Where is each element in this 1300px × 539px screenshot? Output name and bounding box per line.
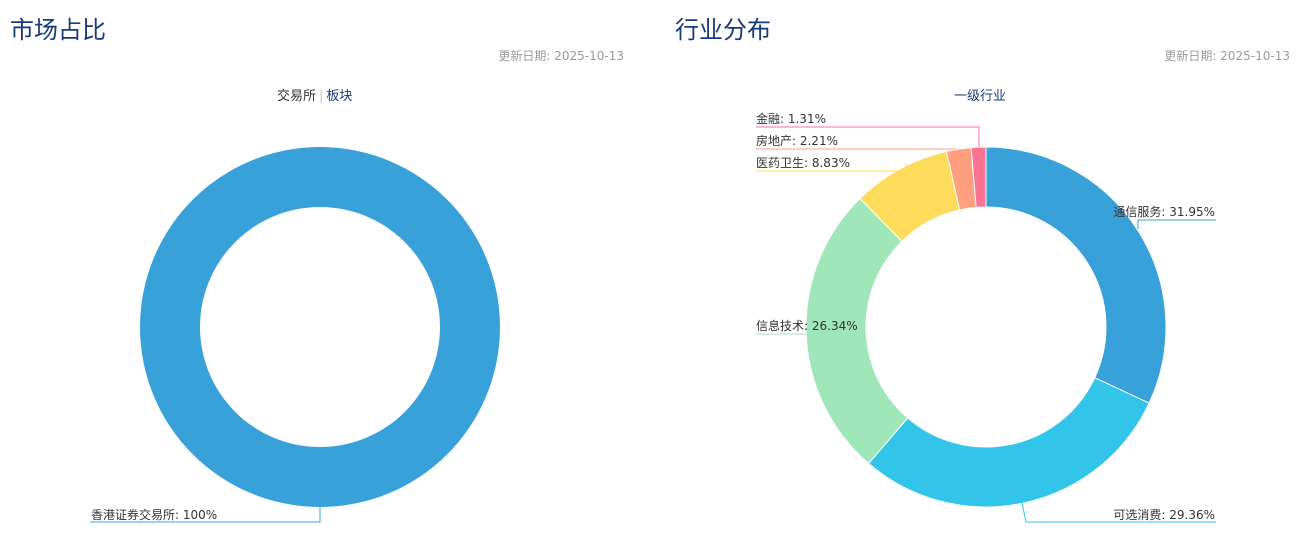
tab-level1-industry[interactable]: 一级行业	[954, 89, 1007, 104]
slice-label: 金融: 1.31%	[756, 111, 826, 126]
label-leader-line	[90, 507, 321, 523]
industry-title: 行业分布	[675, 16, 771, 44]
donut-slice-6[interactable]	[970, 146, 987, 208]
industry-tabs: 一级行业	[954, 85, 1006, 104]
market-update-date: 更新日期: 2025-10-13	[498, 49, 624, 63]
slice-label: 医药卫生: 8.83%	[756, 156, 850, 170]
donut-slice-1[interactable]	[985, 146, 1167, 404]
slice-label: 通信服务: 31.95%	[1113, 204, 1215, 219]
donut-slice-1[interactable]	[140, 147, 500, 507]
label-leader-line	[1021, 502, 1216, 523]
market-tabs: 交易所 | 板块	[277, 85, 352, 104]
label-leader-line	[1137, 219, 1216, 229]
tab-exchange[interactable]: 交易所	[277, 89, 317, 104]
industry-update-date: 更新日期: 2025-10-13	[1164, 49, 1290, 63]
slice-label: 香港证券交易所: 100%	[91, 507, 217, 522]
market-share-panel: 市场占比 更新日期: 2025-10-13 交易所 | 板块	[10, 16, 624, 104]
label-leader-line	[756, 126, 980, 147]
slice-label: 可选消费: 29.36%	[1113, 508, 1215, 522]
tab-separator: |	[319, 89, 324, 104]
market-share-title: 市场占比	[10, 16, 106, 44]
market-share-donut: 香港证券交易所: 100%	[90, 147, 500, 523]
donut-slice-3[interactable]	[805, 197, 909, 465]
slice-label: 房地产: 2.21%	[756, 133, 838, 148]
industry-distribution-panel: 行业分布 更新日期: 2025-10-13 一级行业	[665, 0, 1300, 539]
donut-slice-2[interactable]	[867, 377, 1150, 508]
tab-sector[interactable]: 板块	[326, 89, 353, 104]
label-leader-line	[756, 164, 907, 172]
industry-distribution-donut: 通信服务: 31.95% 可选消费: 29.36% 信息技术: 26.34% 医药卫生…	[756, 111, 1216, 523]
slice-label: 信息技术: 26.34%	[756, 318, 858, 333]
